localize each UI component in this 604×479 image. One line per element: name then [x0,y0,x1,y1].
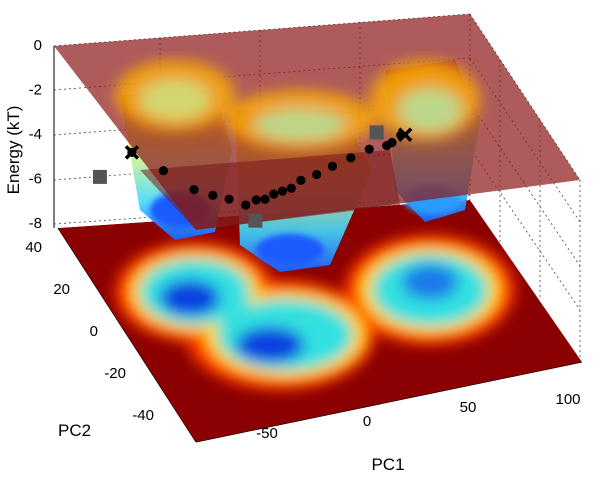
path-point [387,137,397,148]
x-tick-label: 0 [363,413,371,430]
path-point [286,183,296,193]
z-tick-label: -8 [29,215,42,232]
x-tick-labels: -50 0 50 100 [256,391,580,442]
path-point [346,153,356,163]
path-point [269,189,279,199]
y-tick-label: 20 [53,281,70,298]
z-tick-label: -4 [29,126,42,143]
path-point [296,175,306,185]
path-point [364,144,374,154]
path-point [251,195,261,205]
x-axis-label: PC1 [371,455,404,474]
endpoint-squares [92,125,384,228]
z-tick-labels: 0 -2 -4 -6 -8 [29,37,42,232]
y-axis-label: PC2 [58,421,91,440]
y-tick-label: -20 [104,365,126,382]
z-tick-label: -2 [29,82,42,99]
plateau-hotspots [115,60,480,150]
path-endpoint-x [397,127,413,142]
path-point [158,166,169,176]
path-point [327,161,338,171]
path-point [312,169,322,180]
x-tick-label: 100 [555,391,580,408]
z-tick-label: -6 [29,171,42,188]
path-endpoint-x [124,145,140,160]
path-point [208,190,218,200]
y-tick-label: 0 [90,323,98,340]
path-point [224,194,234,204]
z-tick-label: 0 [34,37,42,54]
endpoint-x-marks [124,127,413,160]
y-tick-labels: 40 20 0 -20 -40 [25,239,154,424]
floor-heatmap [58,200,582,442]
path-point [277,186,288,196]
y-tick-label: -40 [132,407,154,424]
path-points [127,130,406,210]
path-point [241,200,251,210]
path-square [92,169,107,184]
path-square [248,213,263,228]
x-tick-label: -50 [256,425,278,442]
path-square [369,125,384,140]
z-axis-label: Energy (kT) [4,106,23,195]
y-tick-label: 40 [25,239,42,256]
path-point [189,185,199,195]
x-tick-label: 50 [460,399,477,416]
path-point [260,194,270,204]
